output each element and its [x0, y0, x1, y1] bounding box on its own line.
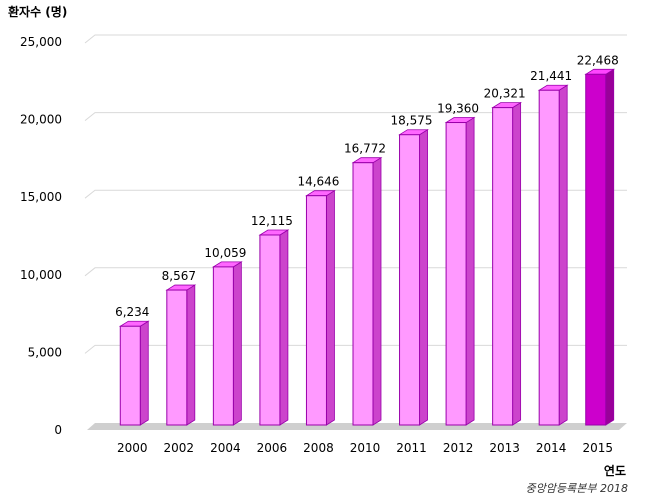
- bar: [259, 234, 281, 426]
- x-tick-label: 2004: [210, 441, 241, 455]
- bar-side: [419, 128, 428, 426]
- data-label: 20,321: [484, 87, 526, 101]
- source-note: 중앙암등록본부 2018: [525, 482, 628, 495]
- bar-side: [279, 229, 289, 426]
- y-tick-label: 10,000: [20, 268, 62, 282]
- bar-side: [186, 284, 196, 426]
- y-tick-label: 20,000: [20, 113, 62, 127]
- x-tick-label: 2000: [117, 441, 148, 455]
- data-label: 22,468: [577, 53, 619, 67]
- x-tick-label: 2008: [303, 441, 334, 455]
- bar: [585, 73, 607, 426]
- gridline: [84, 112, 627, 121]
- bar: [119, 325, 141, 426]
- data-label: 6,234: [115, 305, 149, 319]
- bar: [212, 266, 234, 426]
- y-tick-label: 5,000: [28, 345, 62, 359]
- bar: [492, 107, 514, 426]
- y-axis-title: 환자수 (명): [8, 5, 68, 19]
- y-tick-label: 15,000: [20, 190, 62, 204]
- bar-side: [512, 101, 522, 426]
- bar: [399, 134, 421, 426]
- x-tick-label: 2015: [582, 441, 613, 455]
- gridline: [84, 34, 627, 44]
- bar-side: [139, 320, 149, 426]
- data-label: 12,115: [251, 214, 293, 228]
- x-tick-label: 2006: [257, 441, 288, 455]
- data-label: 21,441: [530, 69, 572, 83]
- bar-side: [465, 116, 475, 426]
- x-tick-label: 2011: [396, 441, 427, 455]
- data-label: 19,360: [437, 102, 479, 116]
- bar: [538, 89, 560, 426]
- data-label: 14,646: [297, 175, 339, 189]
- data-label: 16,772: [344, 142, 386, 156]
- bar-side: [558, 84, 568, 426]
- bar-side: [326, 189, 335, 426]
- x-axis-title: 연도: [603, 464, 626, 478]
- bar-side: [232, 261, 242, 426]
- x-tick-label: 2012: [443, 441, 474, 455]
- bar: [305, 195, 327, 426]
- bar-side: [605, 68, 615, 426]
- y-tick-label: 25,000: [20, 35, 62, 49]
- x-tick-label: 2002: [164, 441, 195, 455]
- x-tick-label: 2014: [536, 441, 567, 455]
- y-tick-label: 0: [54, 423, 62, 437]
- bar: [166, 289, 188, 426]
- bar: [352, 162, 374, 426]
- x-tick-label: 2010: [350, 441, 381, 455]
- bar: [445, 122, 467, 426]
- bar-side: [372, 156, 382, 426]
- data-label: 18,575: [391, 114, 433, 128]
- data-label: 8,567: [162, 269, 196, 283]
- x-tick-label: 2013: [489, 441, 520, 455]
- data-label: 10,059: [204, 246, 246, 260]
